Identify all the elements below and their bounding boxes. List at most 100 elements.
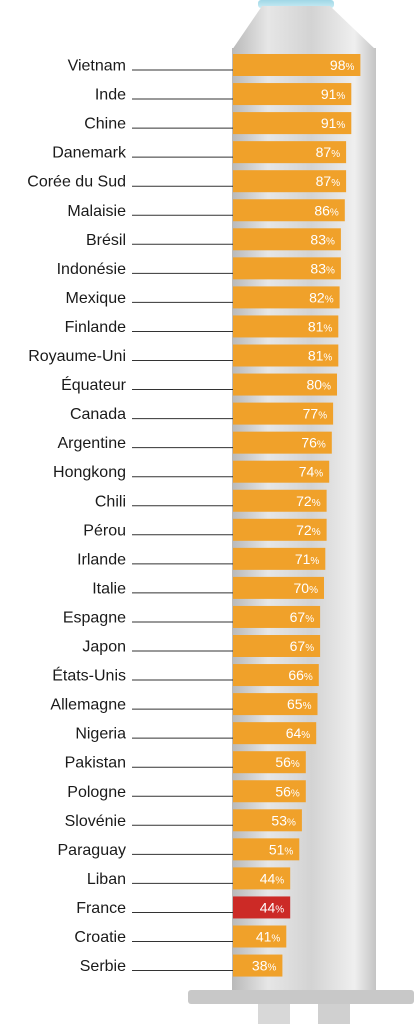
category-label: Pologne <box>67 784 126 801</box>
bar <box>233 635 321 657</box>
bar-row-royaume-uni: Royaume-Uni 81% <box>28 344 339 367</box>
syringe-flange <box>188 990 414 1004</box>
bar-row-vietnam: Vietnam 98% <box>68 54 361 76</box>
bar <box>233 170 347 193</box>
bar-row-italie: Italie 70% <box>92 576 324 599</box>
bar-row-nigeria: Nigeria 64% <box>75 722 317 745</box>
bar-row-chili: Chili 72% <box>95 489 327 512</box>
category-label: Slovénie <box>65 813 126 830</box>
bar-row-mexique: Mexique 82% <box>66 286 340 309</box>
bar <box>233 199 345 222</box>
category-label: Argentine <box>58 435 127 452</box>
bar-row-croatie: Croatie 41% <box>74 925 287 948</box>
category-label: Mexique <box>66 290 127 307</box>
bar <box>233 257 341 280</box>
bar <box>233 228 341 251</box>
category-label: Corée du Sud <box>27 174 126 191</box>
bar <box>233 431 332 454</box>
bar <box>233 809 302 832</box>
bar <box>233 344 339 367</box>
category-label: Équateur <box>61 375 127 394</box>
category-label: Chili <box>95 493 126 510</box>
category-label: Italie <box>92 580 126 597</box>
bar <box>233 547 326 570</box>
syringe-tip <box>232 6 376 50</box>
category-label: Malaisie <box>67 203 126 220</box>
bar-row-malaisie: Malaisie 86% <box>67 199 345 222</box>
bar-row-argentine: Argentine 76% <box>58 431 332 454</box>
bar <box>233 518 327 541</box>
bar <box>233 402 334 425</box>
bar <box>233 286 340 309</box>
category-label: Irlande <box>77 551 126 568</box>
syringe-plunger-left <box>258 1004 290 1024</box>
category-label: Brésil <box>86 232 126 249</box>
bar-row-equateur: Équateur 80% <box>61 373 337 396</box>
category-label: Pakistan <box>65 755 126 772</box>
bar-row-danemark: Danemark 87% <box>52 141 347 164</box>
category-label: Paraguay <box>58 842 127 859</box>
bar-row-bresil: Brésil 83% <box>86 228 341 251</box>
bar-row-finlande: Finlande 81% <box>65 315 339 338</box>
category-label: Royaume-Uni <box>28 348 126 365</box>
category-label: Espagne <box>63 609 126 626</box>
bar-row-etats-unis: États-Unis 66% <box>52 664 319 687</box>
bar <box>233 576 324 599</box>
bar <box>233 838 300 861</box>
category-label: Canada <box>70 406 126 423</box>
category-label: Vietnam <box>68 58 126 75</box>
bar-row-espagne: Espagne 67% <box>63 605 321 628</box>
bar <box>233 780 306 803</box>
category-label: Finlande <box>65 319 126 336</box>
bar-row-inde: Inde 91% <box>95 83 352 106</box>
bar <box>233 867 291 890</box>
bar-row-allemagne: Allemagne 65% <box>50 693 318 716</box>
bar-row-pakistan: Pakistan 56% <box>65 751 306 774</box>
bar-row-liban: Liban 44% <box>87 867 291 890</box>
bar <box>233 141 347 164</box>
category-label: Danemark <box>52 145 127 162</box>
category-label: Croatie <box>74 929 126 946</box>
category-label: Japon <box>82 639 126 656</box>
category-label: Pérou <box>83 522 126 539</box>
category-label: Liban <box>87 871 126 888</box>
category-label: Allemagne <box>50 697 126 714</box>
bar-row-slovenie: Slovénie 53% <box>65 809 302 832</box>
bar <box>233 664 319 687</box>
category-label: Nigeria <box>75 726 126 743</box>
bar <box>233 373 337 396</box>
category-label: Indonésie <box>57 261 126 278</box>
bar <box>233 693 318 716</box>
category-label: Hongkong <box>53 464 126 481</box>
bar <box>233 751 306 774</box>
syringe-plunger-right <box>318 1004 350 1024</box>
category-label: États-Unis <box>52 666 126 685</box>
bar-row-indonesie: Indonésie 83% <box>57 257 341 280</box>
bar-row-pologne: Pologne 56% <box>67 780 306 803</box>
bar <box>233 896 291 919</box>
bar <box>233 83 352 106</box>
bar <box>233 315 339 338</box>
category-label: Serbie <box>80 958 126 975</box>
bar-row-japon: Japon 67% <box>82 635 321 657</box>
bar <box>233 489 327 512</box>
category-label: Inde <box>95 87 126 104</box>
category-label: Chine <box>84 116 126 133</box>
bar-row-chine: Chine 91% <box>84 112 352 135</box>
bar-row-serbie: Serbie 38% <box>80 954 283 977</box>
bar-row-irlande: Irlande 71% <box>77 547 326 570</box>
category-label: France <box>76 900 126 917</box>
bar-row-paraguay: Paraguay 51% <box>58 838 300 861</box>
bar-row-france: France 44% <box>76 896 291 919</box>
bar-row-canada: Canada 77% <box>70 402 334 425</box>
bar-row-hongkong: Hongkong 74% <box>53 460 330 483</box>
bar <box>233 54 361 76</box>
bar <box>233 954 283 977</box>
bar <box>233 460 330 483</box>
bar <box>233 925 287 948</box>
bar-row-perou: Pérou 72% <box>83 518 327 541</box>
bars-layer: Vietnam 98% Inde 91% Chine 91% Danemark 87% Coré… <box>27 54 361 977</box>
bar-row-coree-du-sud: Corée du Sud 87% <box>27 170 347 193</box>
bar <box>233 722 317 745</box>
